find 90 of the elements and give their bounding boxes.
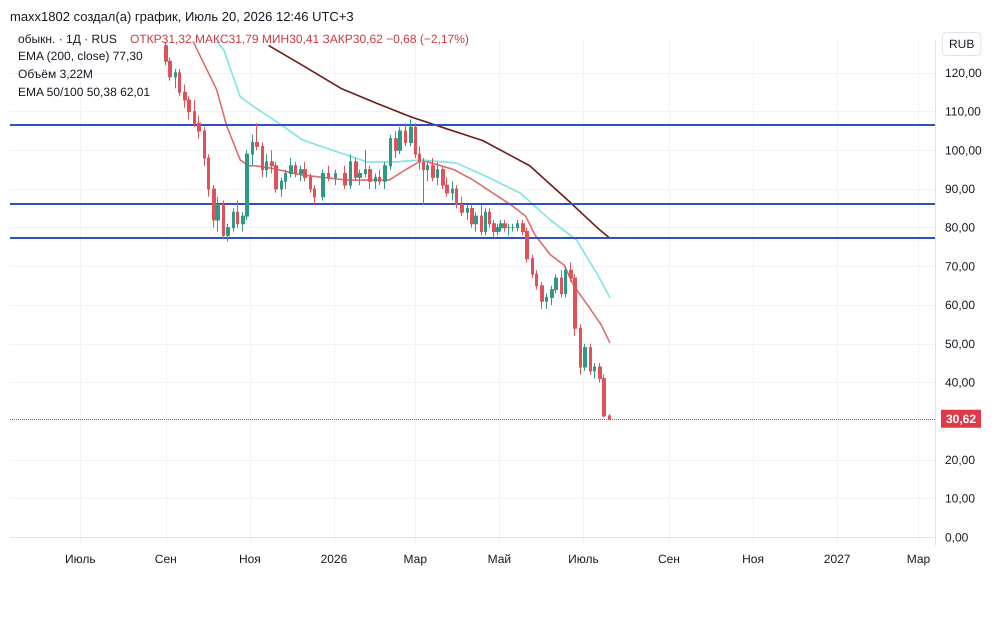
candlestick <box>564 266 567 298</box>
candlestick <box>451 180 454 202</box>
candlestick <box>507 223 511 236</box>
x-tick-label: Сен <box>658 552 680 566</box>
candlestick <box>232 208 235 232</box>
candlestick <box>303 161 307 182</box>
candlestick <box>499 219 503 232</box>
candlestick <box>579 324 582 376</box>
candlestick <box>294 161 297 178</box>
candlestick <box>389 134 392 170</box>
candlestick <box>496 223 500 236</box>
candlestick <box>212 184 216 228</box>
y-tick-label: 110,00 <box>945 104 982 119</box>
candlestick <box>178 68 181 97</box>
candlestick <box>455 184 458 209</box>
candlestick <box>334 169 337 186</box>
y-tick-label: 20,00 <box>945 452 976 467</box>
candlestick <box>426 161 429 182</box>
y-tick-label: 100,00 <box>945 143 982 158</box>
candlestick <box>364 150 367 178</box>
candlestick <box>560 270 563 298</box>
x-tick-label: Сен <box>154 552 177 566</box>
candlestick <box>261 142 264 178</box>
y-tick-label: 50,00 <box>945 336 976 351</box>
y-tick-label: 40,00 <box>945 375 976 390</box>
candlestick <box>466 204 469 220</box>
y-tick-label: 90,00 <box>945 182 976 196</box>
annotation: EMA 50/100 50,38 62,01 <box>18 85 150 99</box>
text: RUB <box>949 37 974 51</box>
candlestick <box>349 154 352 190</box>
x-tick-label: Мар <box>404 552 428 566</box>
candlestick <box>255 122 259 151</box>
annotation: EMA (200, close) 77,30 <box>18 49 144 63</box>
candlestick <box>431 158 435 182</box>
candlestick <box>470 204 474 228</box>
x-tick-label: 2026 <box>320 552 348 566</box>
candlestick <box>540 281 544 310</box>
line-series <box>268 45 610 239</box>
x-tick-label: Июль <box>64 552 96 566</box>
annotation: Объём 3,22M <box>18 67 93 81</box>
candlestick <box>589 343 592 376</box>
candlestick <box>593 362 596 380</box>
candlestick <box>545 292 548 310</box>
candlestick <box>343 165 347 190</box>
ref-line-label: 30,62 <box>946 412 976 426</box>
candlestick <box>583 343 587 372</box>
x-tick-label: Июль <box>568 552 599 566</box>
annotation: ОТКР31,32 МАКС31,79 МИН30,41 ЗАКР30,62 −0,68 (−2,17%) <box>130 32 469 46</box>
y-tick-label: 10,00 <box>945 492 976 506</box>
candlestick <box>358 169 362 186</box>
candlestick <box>503 219 507 232</box>
x-tick-label: Ноя <box>742 552 764 566</box>
candlestick <box>511 223 515 232</box>
candlestick <box>398 126 402 155</box>
candlestick <box>216 196 220 232</box>
candlestick <box>299 165 303 182</box>
x-tick-label: Мар <box>906 552 931 566</box>
candlestick <box>404 122 407 147</box>
x-tick-label: 2027 <box>824 552 851 566</box>
candlestick <box>436 161 439 186</box>
candlestick <box>222 200 225 240</box>
annotation: обыкн. · 1Д · RUS <box>18 32 117 46</box>
candlestick <box>265 154 268 178</box>
x-tick-label: Ноя <box>238 552 261 566</box>
candlestick <box>289 158 293 178</box>
candlestick <box>226 223 230 242</box>
candlestick <box>474 212 478 232</box>
candlestick <box>480 204 483 236</box>
y-tick-label: 80,00 <box>945 220 976 235</box>
y-tick-label: 70,00 <box>945 259 976 274</box>
y-tick-label: 120,00 <box>945 66 982 80</box>
candlestick <box>608 414 611 420</box>
candlestick <box>378 169 381 186</box>
x-tick-label: Май <box>488 552 512 566</box>
candlestick <box>251 134 254 166</box>
candlestick <box>368 165 372 190</box>
candlestick <box>409 118 413 147</box>
candlestick <box>394 130 398 159</box>
candlestick <box>460 196 464 217</box>
y-tick-label: 0,00 <box>945 530 969 544</box>
candlestick <box>321 169 325 202</box>
candlestick <box>236 200 239 228</box>
candlestick <box>374 173 377 190</box>
y-tick-label: 60,00 <box>945 298 976 312</box>
candlestick <box>354 158 358 182</box>
candlestick <box>383 161 387 190</box>
candlestick <box>174 68 177 89</box>
candlestick <box>484 208 487 236</box>
text: maxx1802 создал(а) график, Июль 20, 2026 12:46 UTC+3 <box>10 9 354 24</box>
candlestick <box>327 165 330 182</box>
